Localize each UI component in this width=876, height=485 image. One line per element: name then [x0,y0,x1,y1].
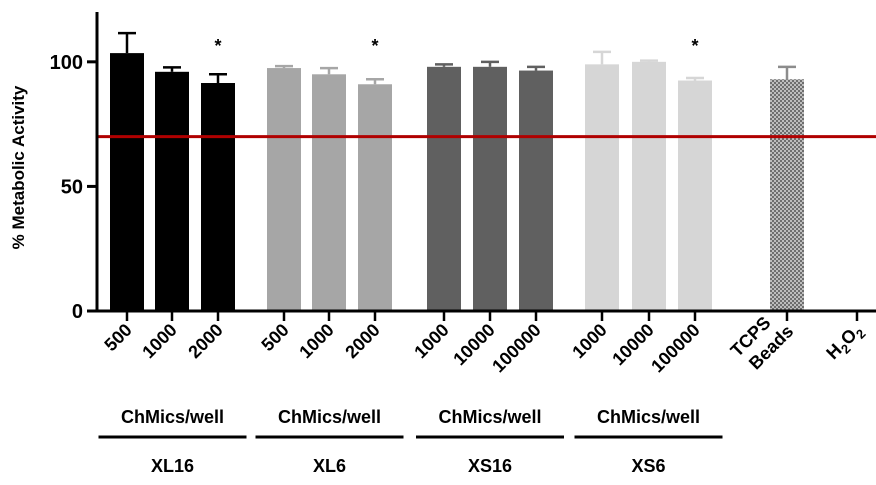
y-tick-label: 50 [61,176,83,198]
significance-marker: * [691,36,698,56]
bar [678,80,712,311]
x-tick-label: 1000 [138,320,180,362]
label-line: 1000 [295,320,337,362]
label-line: 100000 [488,320,545,377]
bar [267,68,301,311]
bar [110,53,144,312]
label-line: 500 [100,320,135,355]
y-axis-title: % Metabolic Activity [9,85,28,249]
x-tick-label: 100000 [647,320,704,377]
label-line: 1000 [410,320,452,362]
label-line: 100000 [647,320,704,377]
y-tick-label: 0 [72,301,83,323]
bar [632,61,666,312]
label-line: 2000 [341,320,383,362]
bar [201,83,235,311]
group-name: XS6 [631,456,665,476]
bar [473,66,507,311]
group-name: XL6 [313,456,346,476]
bar [155,71,189,311]
group-unit-label: ChMics/well [438,407,541,427]
x-tick-label: 1000 [410,320,452,362]
group-name: XL16 [151,456,194,476]
x-tick-label: 500 [100,320,135,355]
y-tick-label: 100 [50,52,83,74]
bar [312,74,346,312]
group-unit-label: ChMics/well [121,407,224,427]
bar [519,70,553,311]
bar [770,79,804,312]
group-unit-label: ChMics/well [278,407,381,427]
label-line: 1000 [568,320,610,362]
label-line: 1000 [138,320,180,362]
group-unit-label: ChMics/well [597,407,700,427]
significance-marker: * [371,36,378,56]
x-tick-label: 2000 [341,320,383,362]
bar [427,66,461,311]
significance-marker: * [214,36,221,56]
x-tick-label: 500 [257,320,292,355]
x-tick-label: 100000 [488,320,545,377]
bar [585,64,619,311]
x-tick-label: H2O2 [822,320,868,366]
x-tick-label: 1000 [568,320,610,362]
label-line: 2000 [184,320,226,362]
x-tick-label: 1000 [295,320,337,362]
group-name: XS16 [468,456,512,476]
label-line: 500 [257,320,292,355]
bar [358,84,392,311]
x-tick-label: 2000 [184,320,226,362]
